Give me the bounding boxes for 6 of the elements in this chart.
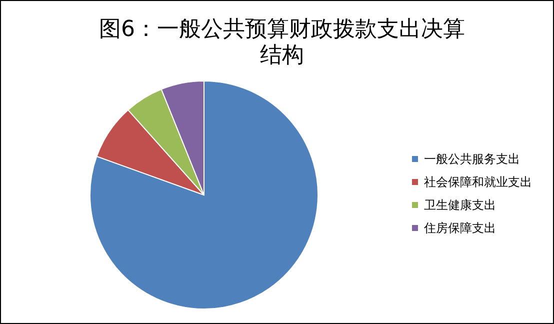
legend-label: 卫生健康支出 (424, 198, 496, 212)
pie-slice (90, 80, 318, 310)
legend-label: 一般公共服务支出 (424, 152, 520, 166)
legend-label: 社会保障和就业支出 (424, 175, 532, 189)
chart-title: 图6：一般公共预算财政拨款支出决算结构 (99, 17, 465, 68)
legend-label: 住房保障支出 (423, 221, 496, 235)
